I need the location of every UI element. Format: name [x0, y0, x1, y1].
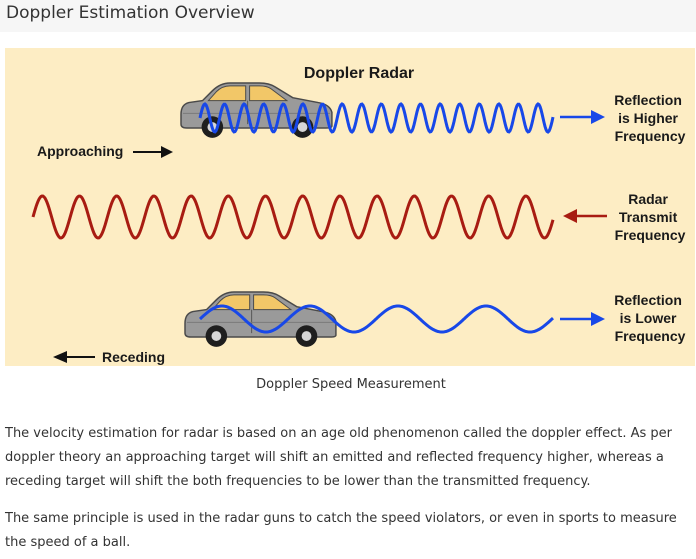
arrow-right-icon [133, 146, 173, 158]
figure-caption: Doppler Speed Measurement [256, 377, 446, 392]
diagram-title: Doppler Radar [304, 65, 414, 82]
doppler-diagram-canvas: Doppler Radar Approaching Reflection is … [31, 65, 686, 365]
page-title: Doppler Estimation Overview [6, 3, 255, 23]
arrow-left-icon [53, 351, 95, 363]
receding-label: Receding [102, 349, 165, 365]
reflection-lower-label: Reflection is Lower Frequency [614, 292, 686, 344]
arrow-left-icon [563, 209, 607, 223]
approaching-label: Approaching [37, 143, 123, 159]
reflected-high-frequency-wave [198, 102, 555, 134]
arrow-right-icon [560, 312, 605, 326]
radar-transmit-wave [31, 194, 555, 240]
reflection-higher-label: Reflection is Higher Frequency [614, 92, 686, 144]
paragraph-doppler-effect: The velocity estimation for radar is bas… [5, 426, 673, 489]
reflected-low-frequency-wave [198, 304, 555, 334]
arrow-right-icon [560, 110, 605, 124]
header-bar: Doppler Estimation Overview [0, 0, 696, 32]
receding-car-icon [184, 291, 337, 348]
doppler-diagram: Doppler Radar Approaching Reflection is … [5, 48, 695, 366]
paragraph-applications: The same principle is used in the radar … [5, 511, 677, 550]
radar-transmit-label: Radar Transmit Frequency [615, 191, 686, 243]
